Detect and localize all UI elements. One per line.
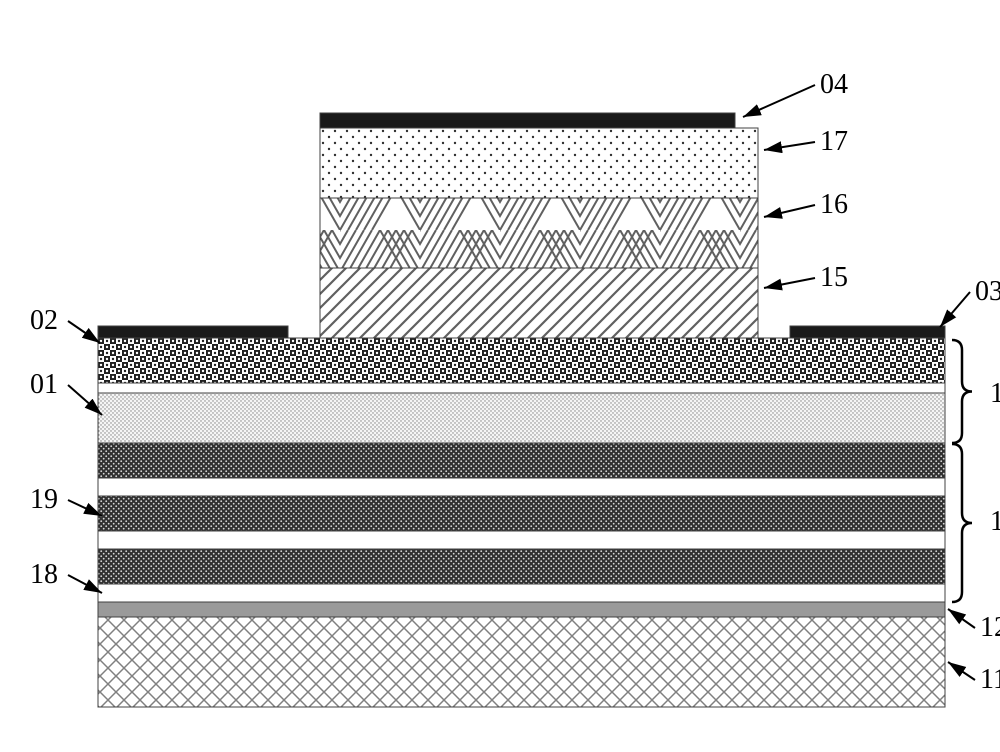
- layer-17: [320, 128, 758, 198]
- callout-arrow-03: [940, 292, 970, 327]
- brace-14: [952, 340, 972, 443]
- layer-13_w2: [98, 531, 945, 549]
- label-12: 12: [980, 612, 1000, 643]
- callout-arrow-02: [68, 321, 100, 343]
- layer-13_w3: [98, 478, 945, 496]
- layer-16: [320, 198, 758, 268]
- callout-arrow-16: [764, 205, 815, 217]
- callout-arrow-17: [764, 142, 815, 150]
- layer-12: [98, 602, 945, 617]
- brace-13: [952, 444, 972, 602]
- diagram-container: 04 17 16 15 03 02 01 19 18 12 11 14 13: [20, 20, 1000, 732]
- layer-diagram: 04 17 16 15 03 02 01 19 18 12 11 14 13: [20, 20, 1000, 732]
- layer-13_w1: [98, 584, 945, 602]
- layer-11: [98, 617, 945, 707]
- layer-13_d2: [98, 496, 945, 531]
- label-19: 19: [30, 484, 58, 515]
- callout-arrow-12: [948, 609, 975, 628]
- callout-arrow-18: [68, 575, 102, 593]
- label-01: 01: [30, 369, 58, 400]
- layer-15: [320, 268, 758, 338]
- layer-cL: [98, 326, 288, 338]
- label-16: 16: [820, 189, 848, 220]
- brace-label-14: 14: [990, 378, 1000, 409]
- label-03: 03: [975, 276, 1000, 307]
- layer-cR: [790, 326, 945, 338]
- callout-arrow-15: [764, 278, 815, 288]
- layer-14_b: [98, 338, 945, 383]
- layer-13_d1: [98, 549, 945, 584]
- layer-13_d3: [98, 443, 945, 478]
- label-15: 15: [820, 262, 848, 293]
- callout-arrow-04: [743, 85, 815, 117]
- layer-14_w: [98, 383, 945, 393]
- layer-04c: [320, 113, 735, 128]
- brace-label-13: 13: [990, 506, 1000, 537]
- label-18: 18: [30, 559, 58, 590]
- label-04: 04: [820, 69, 848, 100]
- callout-arrow-01: [68, 385, 102, 415]
- label-17: 17: [820, 126, 848, 157]
- callout-arrow-11: [948, 662, 975, 680]
- callout-arrow-19: [68, 500, 102, 516]
- label-11: 11: [980, 664, 1000, 695]
- layer-14_a: [98, 393, 945, 443]
- label-02: 02: [30, 305, 58, 336]
